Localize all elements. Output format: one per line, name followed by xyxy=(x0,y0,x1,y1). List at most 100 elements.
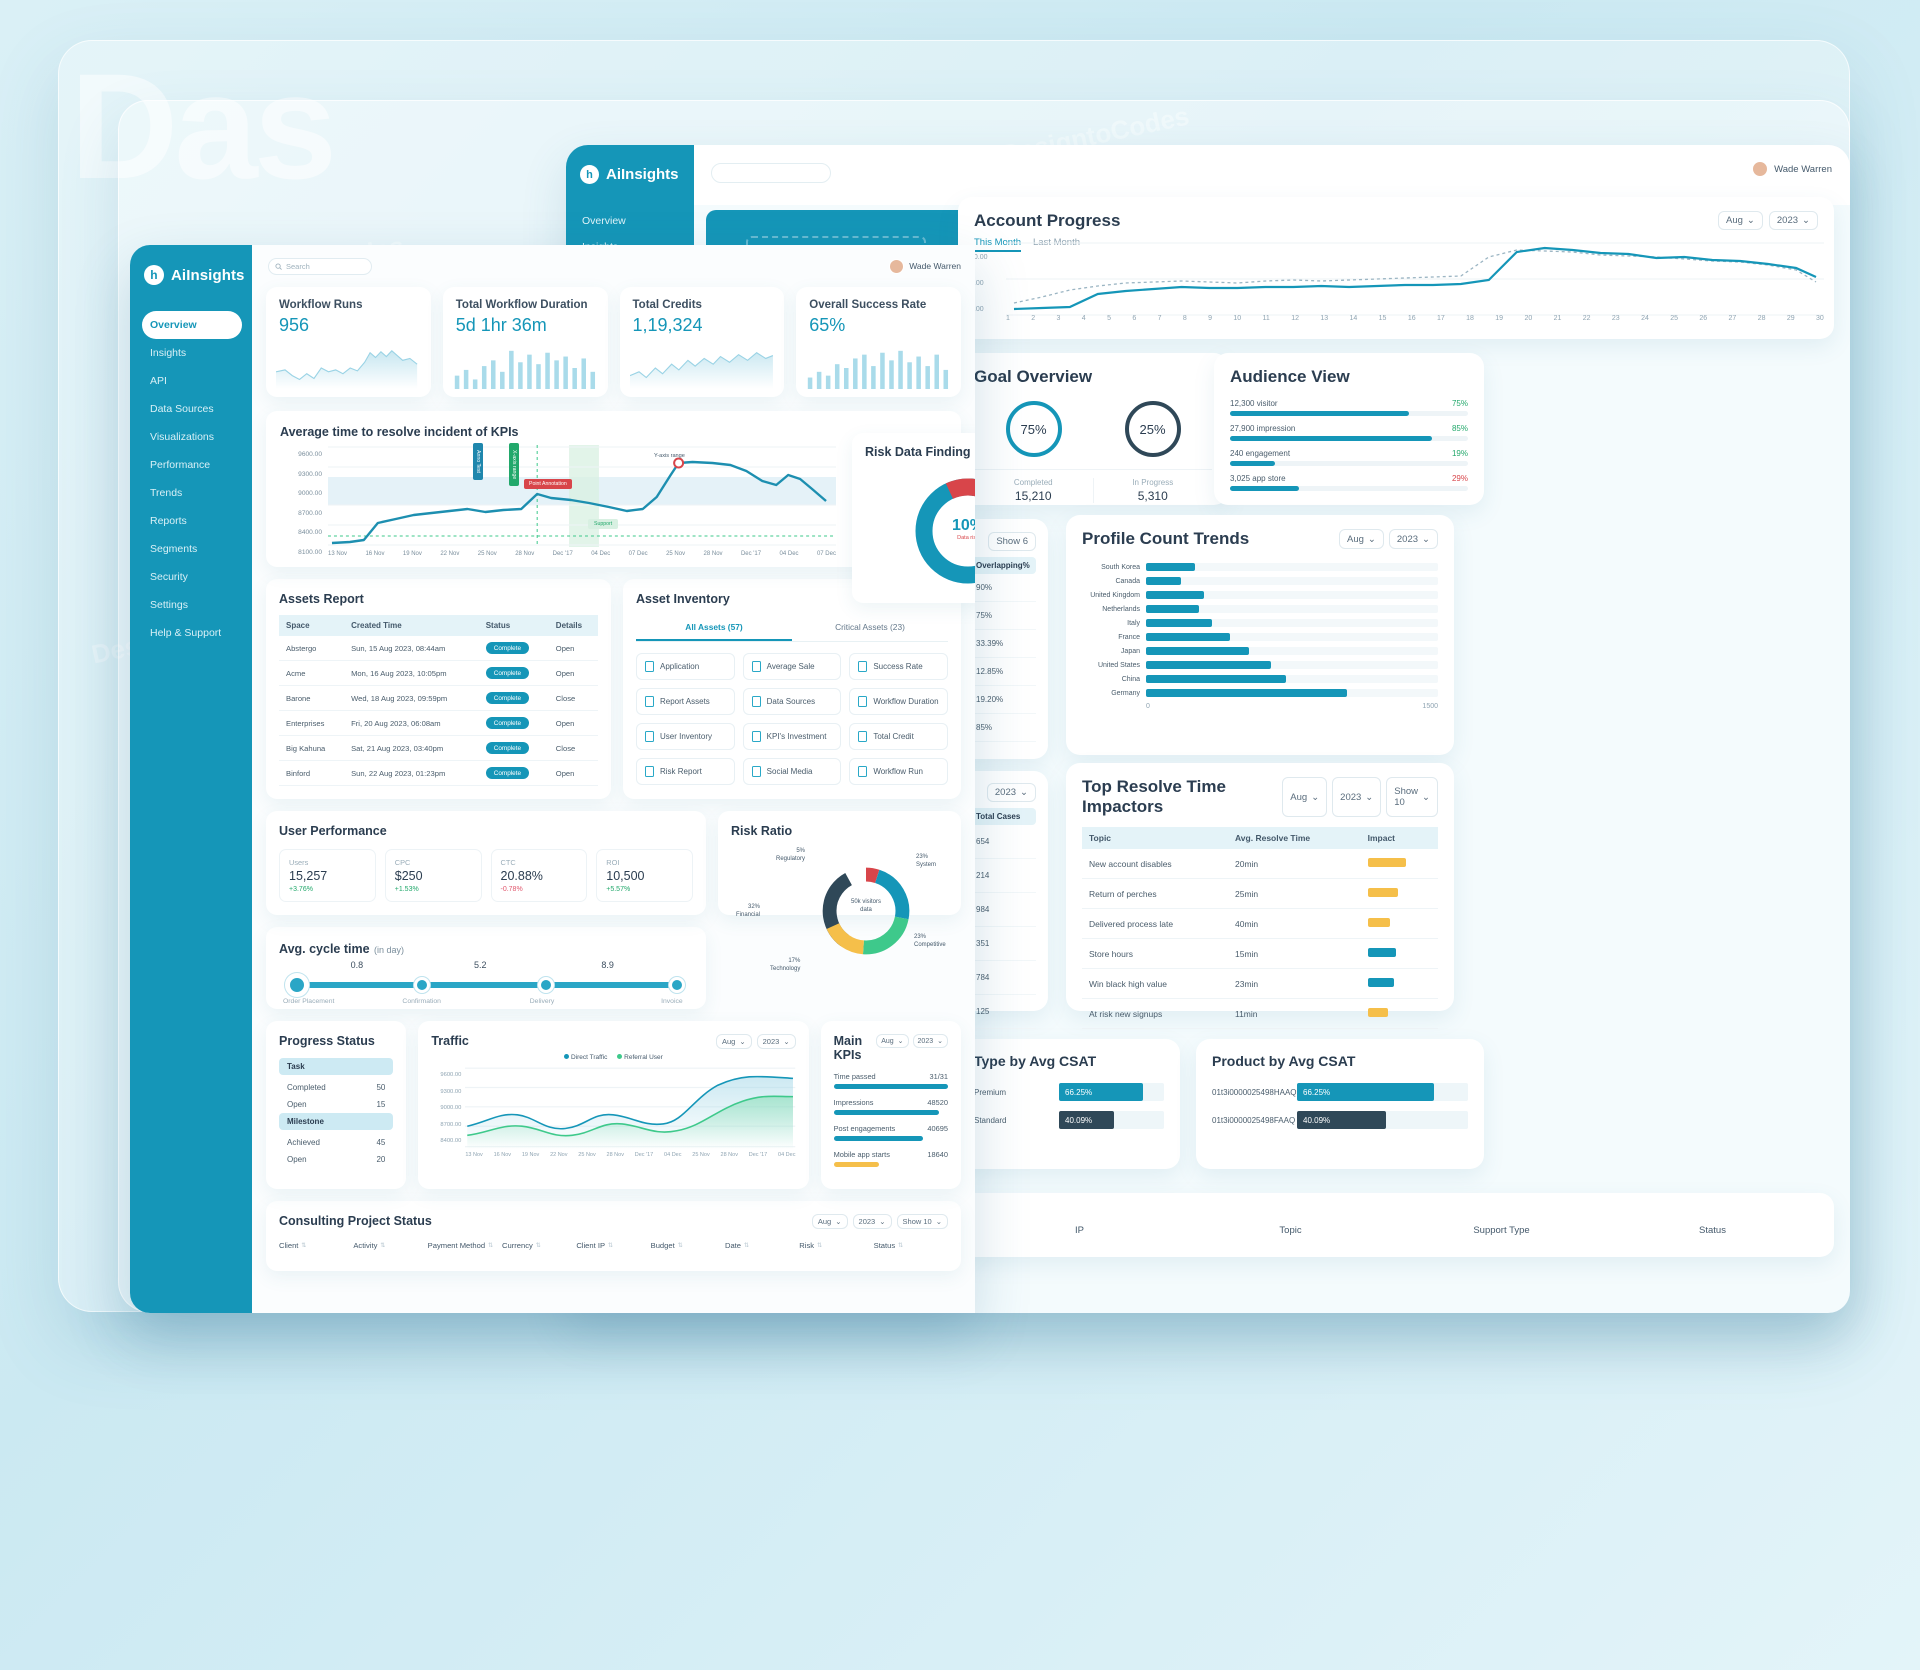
consulting-filter-month[interactable]: Aug ⌄ xyxy=(811,1214,848,1229)
sidebar-item-performance[interactable]: Performance xyxy=(150,459,211,471)
background-search-input[interactable] xyxy=(711,163,831,183)
cycle-dot-0[interactable] xyxy=(285,973,309,997)
sidebar-item-overview[interactable]: Overview xyxy=(142,311,242,339)
table-row[interactable]: Binford Sun, 22 Aug 2023, 01:23pm Complete… xyxy=(279,760,598,786)
profile-filter-year[interactable]: 2023 ⌄ xyxy=(1388,529,1438,549)
table-row[interactable]: Delivered process late 40min xyxy=(1082,908,1438,939)
account-progress-filter-month[interactable]: Aug ⌄ xyxy=(1718,211,1763,230)
traffic-filter-month[interactable]: Aug ⌄ xyxy=(715,1034,752,1049)
search-input[interactable]: Search xyxy=(268,257,372,275)
cell-details[interactable]: Open xyxy=(548,760,598,786)
column-header[interactable]: Status ⇅ xyxy=(874,1241,948,1250)
audience-label: 240 engagement xyxy=(1230,449,1291,458)
asset-chip[interactable]: Data Sources xyxy=(742,688,842,715)
column-header[interactable]: Activity ⇅ xyxy=(353,1241,427,1250)
background-logo: h AiInsights xyxy=(566,145,694,184)
chip-label: Workflow Run xyxy=(873,767,923,776)
consulting-filter-year[interactable]: 2023 ⌄ xyxy=(852,1214,892,1229)
product-csat-rows: 01t3i0000025498HAAQ 66.25% 01t3i0000025498… xyxy=(1212,1083,1468,1129)
legend-direct: Direct Traffic xyxy=(564,1054,607,1061)
sidebar-item-insights[interactable]: Insights xyxy=(150,347,187,359)
xtick: 25 Nov xyxy=(578,1151,596,1158)
account-progress-filter-year[interactable]: 2023 ⌄ xyxy=(1768,211,1818,230)
asset-chip[interactable]: Average Sale xyxy=(742,653,842,680)
cell-details[interactable]: Open xyxy=(548,710,598,736)
traffic-filter-year[interactable]: 2023 ⌄ xyxy=(756,1034,796,1049)
column-header[interactable]: Client ⇅ xyxy=(279,1241,353,1250)
cell-details[interactable]: Close xyxy=(548,685,598,711)
table-row[interactable]: New account disables 20min xyxy=(1082,849,1438,879)
overlapping-show-filter[interactable]: Show 6 xyxy=(988,532,1036,551)
sidebar-item-data-sources[interactable]: Data Sources xyxy=(150,403,214,415)
tab-critical-assets[interactable]: Critical Assets (23) xyxy=(835,622,905,632)
column-header: Impact xyxy=(1360,827,1438,849)
asset-chip[interactable]: Risk Report xyxy=(636,758,735,785)
mkpi-filter-year[interactable]: 2023 ⌄ xyxy=(912,1034,948,1048)
asset-chip[interactable]: Social Media xyxy=(742,758,842,785)
audience-pct: 19% xyxy=(1451,449,1468,458)
cell-space: Abstergo xyxy=(279,636,345,661)
table-row[interactable]: Abstergo Sun, 15 Aug 2023, 08:44am Complet… xyxy=(279,636,598,661)
sidebar-item-api[interactable]: API xyxy=(150,375,167,387)
table-row[interactable]: Barone Wed, 18 Aug 2023, 09:59pm Complete C… xyxy=(279,685,598,711)
consulting-filter-show[interactable]: Show 10 ⌄ xyxy=(896,1214,948,1229)
column-header[interactable]: Payment Method ⇅ xyxy=(428,1241,502,1250)
table-row[interactable]: Return of perches 25min xyxy=(1082,878,1438,909)
user-performance-metrics: Users 15,257 +3.76% CPC $250 +1.53% CTC 20.88% -… xyxy=(279,849,693,902)
column-header: Topic xyxy=(1279,1225,1302,1236)
asset-chip[interactable]: Workflow Run xyxy=(849,758,948,785)
type-csat-title: Type by Avg CSAT xyxy=(974,1053,1097,1069)
xtick: Dec '17 xyxy=(740,551,762,557)
resolve-filter-year[interactable]: 2023 ⌄ xyxy=(1332,777,1382,817)
profile-filter-month[interactable]: Aug ⌄ xyxy=(1339,529,1384,549)
sidebar-item-trends[interactable]: Trends xyxy=(150,487,183,499)
column-header[interactable]: Client IP ⇅ xyxy=(576,1241,650,1250)
cell-created: Sun, 22 Aug 2023, 01:23pm xyxy=(344,760,479,786)
cell-details[interactable]: Open xyxy=(548,636,598,661)
table-row[interactable]: Big Kahuna Sat, 21 Aug 2023, 03:40pm Compl… xyxy=(279,735,598,761)
column-header[interactable]: Budget ⇅ xyxy=(651,1241,725,1250)
asset-chip[interactable]: Workflow Duration xyxy=(849,688,948,715)
progress-value: 50 xyxy=(376,1083,386,1092)
sidebar-item-security[interactable]: Security xyxy=(150,571,188,583)
tab-all-assets[interactable]: All Assets (57) xyxy=(636,615,792,641)
resolve-filter-show[interactable]: Show 10 ⌄ xyxy=(1386,777,1438,817)
asset-chip[interactable]: Success Rate xyxy=(849,653,948,680)
table-row[interactable]: At risk new signups 11min xyxy=(1082,998,1438,1029)
sidebar-item-reports[interactable]: Reports xyxy=(150,515,187,527)
column-header[interactable]: Date ⇅ xyxy=(725,1241,799,1250)
cell-status: Complete xyxy=(478,760,549,786)
column-header[interactable]: Risk ⇅ xyxy=(799,1241,873,1250)
asset-chip[interactable]: Application xyxy=(636,653,735,680)
cycle-dot-3[interactable] xyxy=(669,977,686,993)
table-row[interactable]: Acme Mon, 16 Aug 2023, 10:05pm Complete Ope… xyxy=(279,660,598,686)
table-row[interactable]: Win black high value 23min xyxy=(1082,968,1438,999)
cycle-dot-1[interactable] xyxy=(414,977,431,993)
sidebar-item-help-support[interactable]: Help & Support xyxy=(150,627,222,639)
table-row[interactable]: Store hours 15min xyxy=(1082,938,1438,969)
cycle-value-2: 8.9 xyxy=(601,960,614,970)
sidebar-item-segments[interactable]: Segments xyxy=(150,543,198,555)
asset-chip[interactable]: Total Credit xyxy=(849,723,948,750)
background-user[interactable]: Wade Warren xyxy=(1752,161,1832,177)
tab-this-month[interactable]: This Month xyxy=(974,237,1021,252)
asset-chip[interactable]: User Inventory xyxy=(636,723,735,750)
cell-details[interactable]: Close xyxy=(548,735,598,761)
sidebar-item-visualizations[interactable]: Visualizations xyxy=(150,431,215,443)
resolve-filter-month[interactable]: Aug ⌄ xyxy=(1282,777,1328,817)
x-axis-range-label: X-axis range xyxy=(509,443,519,487)
sort-icon: ⇅ xyxy=(744,1243,750,1249)
table-row[interactable]: Enterprises Fri, 20 Aug 2023, 06:08am Comp… xyxy=(279,710,598,736)
bg-nav-overview[interactable]: Overview xyxy=(582,215,626,227)
cycle-time-header: Avg. cycle time (in day) xyxy=(279,940,693,958)
cycle-dot-2[interactable] xyxy=(537,977,554,993)
sidebar-item-settings[interactable]: Settings xyxy=(150,599,188,611)
cases-filter-year[interactable]: 2023 ⌄ xyxy=(986,783,1036,802)
asset-chip[interactable]: Report Assets xyxy=(636,688,735,715)
user-menu[interactable]: Wade Warren xyxy=(889,258,961,274)
asset-chip[interactable]: KPI's Investment xyxy=(742,723,842,750)
column-header[interactable]: Currency ⇅ xyxy=(502,1241,576,1250)
cell-impact xyxy=(1360,878,1438,909)
mkpi-filter-month[interactable]: Aug ⌄ xyxy=(876,1034,909,1048)
cell-details[interactable]: Open xyxy=(548,660,598,686)
